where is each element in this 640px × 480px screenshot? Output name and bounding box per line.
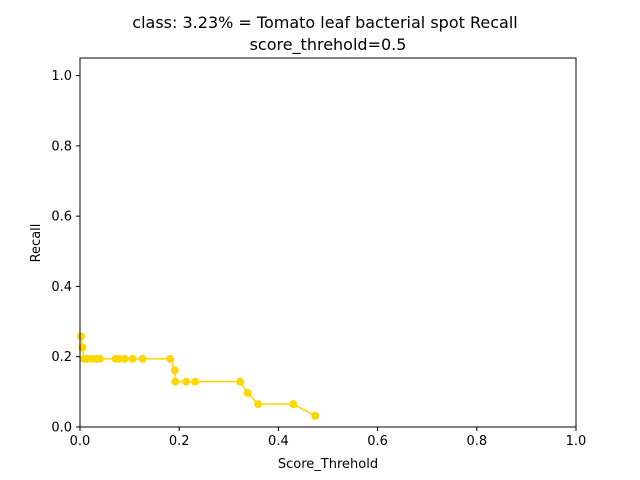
chart-title-line1: class: 3.23% = Tomato leaf bacterial spo… [132, 13, 517, 32]
chart-title-line2: score_threhold=0.5 [250, 35, 407, 55]
data-point [289, 400, 298, 409]
data-point [170, 366, 179, 375]
y-tick-label: 1.0 [51, 69, 72, 84]
y-tick-label: 0.6 [51, 210, 72, 225]
data-point [166, 354, 175, 363]
x-tick-label: 0.4 [268, 434, 289, 449]
axes-layer: 0.0 0.2 0.4 0.6 0.8 1.0 0.0 0.2 0.4 0.6 0.8 1.0 [51, 57, 587, 449]
data-point [182, 377, 191, 386]
data-point [254, 400, 263, 409]
data-point [128, 354, 137, 363]
x-axis-label: Score_Threhold [278, 457, 378, 472]
data-point [243, 388, 252, 397]
data-point [171, 377, 180, 386]
y-axis-label: Recall [29, 224, 44, 263]
plot-frame [79, 57, 577, 428]
data-point [76, 332, 85, 341]
x-tick-label: 0.6 [367, 434, 388, 449]
data-point [236, 377, 245, 386]
x-tick-label: 0.2 [169, 434, 190, 449]
x-tick-label: 1.0 [566, 434, 587, 449]
y-tick-label: 0.4 [51, 280, 72, 295]
x-tick-label: 0.8 [466, 434, 487, 449]
data-point [311, 411, 320, 420]
x-tick-label: 0.0 [70, 434, 91, 449]
data-point [191, 377, 200, 386]
y-tick-label: 0.0 [51, 421, 72, 436]
data-point [138, 354, 147, 363]
y-tick-label: 0.8 [51, 139, 72, 154]
y-tick-label: 0.2 [51, 350, 72, 365]
data-point [114, 354, 123, 363]
data-point [95, 354, 104, 363]
data-point [120, 354, 129, 363]
series-layer [76, 332, 320, 420]
series-line-0 [80, 336, 316, 417]
